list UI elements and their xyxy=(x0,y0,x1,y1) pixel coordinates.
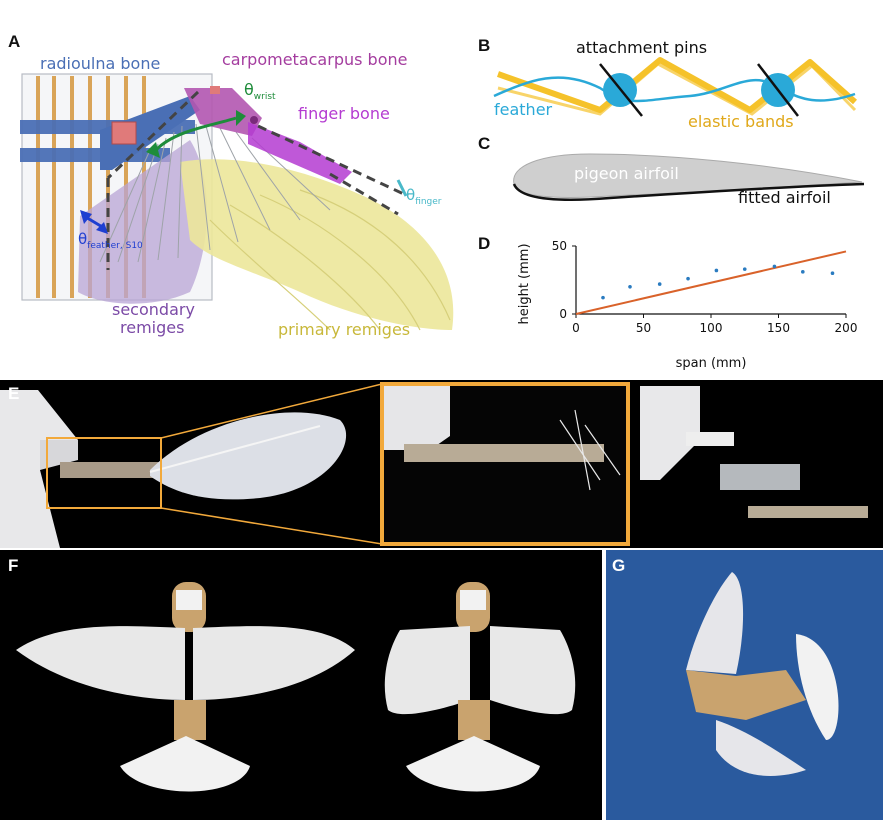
x-tick-label: 200 xyxy=(835,321,858,335)
label-finger-bone: finger bone xyxy=(298,104,390,123)
panel-letter-e: E xyxy=(8,384,20,403)
label-theta-feather: θfeather, S10 xyxy=(78,230,143,251)
x-tick-label: 150 xyxy=(767,321,790,335)
theta-symbol: θ xyxy=(244,80,254,99)
data-point xyxy=(772,264,777,269)
panel-letter-b: B xyxy=(478,36,491,55)
y-tick-label: 50 xyxy=(552,239,567,253)
panel-letter-d: D xyxy=(478,234,491,253)
photo-f-drawing xyxy=(16,582,576,792)
x-tick-label: 100 xyxy=(700,321,723,335)
label-primary: primary remiges xyxy=(278,320,411,339)
theta-symbol: θ xyxy=(78,230,88,248)
label-feather: feather xyxy=(494,100,553,119)
photo-feather-attachment xyxy=(0,380,883,548)
label-elastic-bands: elastic bands xyxy=(688,112,794,131)
data-point xyxy=(801,270,805,274)
data-point xyxy=(657,282,662,286)
data-point xyxy=(686,276,690,281)
height-span-chart: 0 50 100 150 200 0 50 height (mm) span (mm) xyxy=(517,239,858,371)
panel-letter-g: G xyxy=(612,556,626,575)
label-carpometacarpus: carpometacarpus bone xyxy=(222,50,408,69)
label-secondary-1: secondary xyxy=(112,300,195,319)
photo-robot-in-flight xyxy=(606,550,883,820)
photo-robot-wing-positions xyxy=(0,550,602,820)
data-point xyxy=(830,271,835,275)
panel-letter-c: C xyxy=(478,134,491,153)
label-pigeon-airfoil: pigeon airfoil xyxy=(574,164,679,183)
data-point xyxy=(714,268,719,273)
wrist-subscript: wrist xyxy=(253,92,276,103)
finger-subscript: finger xyxy=(415,197,442,207)
label-theta-wrist: θwrist xyxy=(244,80,276,102)
label-radioulna: radioulna bone xyxy=(40,54,161,73)
x-tick-label: 0 xyxy=(572,321,580,335)
y-tick-label: 0 xyxy=(559,307,567,321)
label-theta-finger: θfinger xyxy=(406,186,442,207)
attachment-diagram xyxy=(493,57,857,117)
airfoil-diagram xyxy=(512,153,865,202)
panel-letter-a: A xyxy=(8,32,21,51)
label-secondary-2: remiges xyxy=(120,318,185,337)
panel-letter-f: F xyxy=(8,556,19,575)
photo-g-drawing xyxy=(686,572,839,776)
data-point xyxy=(742,267,747,271)
chart-ylabel: height (mm) xyxy=(517,243,532,324)
fit-line xyxy=(575,250,847,315)
photo-e-drawing xyxy=(0,382,868,548)
theta-symbol: θ xyxy=(406,186,416,204)
data-point xyxy=(601,295,605,300)
wing-schematic xyxy=(20,73,454,331)
x-tick-label: 50 xyxy=(636,321,651,335)
label-fitted-airfoil: fitted airfoil xyxy=(738,188,831,207)
data-point xyxy=(628,285,632,289)
label-attachment-pins: attachment pins xyxy=(576,38,708,57)
feather-subscript: feather, S10 xyxy=(87,241,143,251)
chart-xlabel: span (mm) xyxy=(676,356,747,371)
